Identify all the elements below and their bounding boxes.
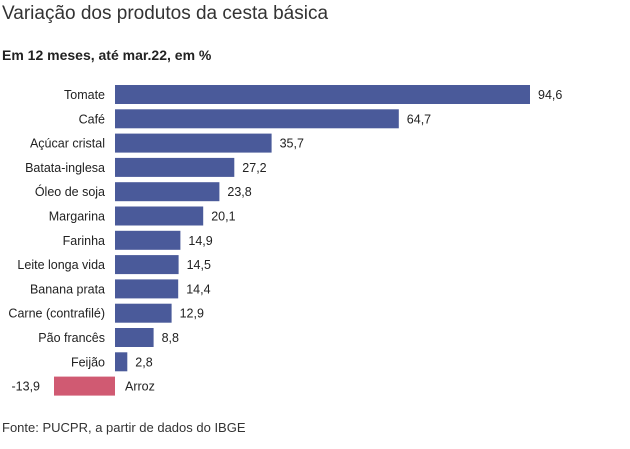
- category-label-oleo-de-soja: Óleo de soja: [35, 184, 105, 199]
- chart-subtitle: Em 12 meses, até mar.22, em %: [2, 47, 212, 63]
- value-label-margarina: 20,1: [211, 210, 235, 224]
- value-label-arroz: -13,9: [12, 380, 41, 394]
- value-label-batata-inglesa: 27,2: [242, 161, 266, 175]
- category-label-arroz: Arroz: [125, 380, 155, 394]
- category-label-pao-frances: Pão francês: [38, 331, 105, 345]
- category-label-tomate: Tomate: [64, 88, 105, 102]
- value-label-farinha: 14,9: [188, 234, 212, 248]
- bar-arroz: [54, 376, 115, 396]
- bar-chart: Tomate 94,6 Café 64,7 Açúcar cristal 35,7 Bata…: [8, 85, 562, 396]
- value-label-cafe: 64,7: [407, 112, 431, 126]
- category-label-acucar-cristal: Açúcar cristal: [30, 137, 105, 151]
- value-label-acucar-cristal: 35,7: [280, 137, 304, 151]
- category-label-banana-prata: Banana prata: [30, 282, 105, 296]
- source-note: Fonte: PUCPR, a partir de dados do IBGE: [2, 420, 246, 435]
- category-label-batata-inglesa: Batata-inglesa: [25, 161, 105, 175]
- bar-pao-frances: [115, 328, 154, 347]
- value-label-carne-contrafile: 12,9: [180, 307, 204, 321]
- bar-feijao: [115, 352, 128, 372]
- bar-carne-contrafile: [115, 303, 172, 323]
- category-label-farinha: Farinha: [63, 234, 105, 248]
- value-label-feijao: 2,8: [135, 355, 152, 369]
- bar-leite-longa-vida: [115, 255, 179, 275]
- value-label-pao-frances: 8,8: [162, 331, 179, 345]
- value-label-oleo-de-soja: 23,8: [227, 185, 251, 199]
- value-label-tomate: 94,6: [538, 88, 562, 102]
- bar-margarina: [115, 206, 204, 226]
- bar-cafe: [115, 109, 399, 129]
- bar-farinha: [115, 230, 181, 250]
- value-label-leite-longa-vida: 14,5: [187, 258, 211, 272]
- value-label-banana-prata: 14,4: [186, 282, 210, 296]
- category-label-carne-contrafile: Carne (contrafilé): [8, 307, 105, 321]
- category-label-cafe: Café: [79, 112, 105, 126]
- category-label-feijao: Feijão: [71, 355, 105, 369]
- bar-oleo-de-soja: [115, 182, 220, 202]
- bar-tomate: [115, 85, 530, 104]
- bar-banana-prata: [115, 279, 179, 299]
- category-label-margarina: Margarina: [49, 210, 105, 224]
- category-label-leite-longa-vida: Leite longa vida: [17, 258, 105, 272]
- bar-batata-inglesa: [115, 157, 235, 177]
- bar-acucar-cristal: [115, 133, 272, 153]
- chart-title: Variação dos produtos da cesta básica: [2, 3, 329, 24]
